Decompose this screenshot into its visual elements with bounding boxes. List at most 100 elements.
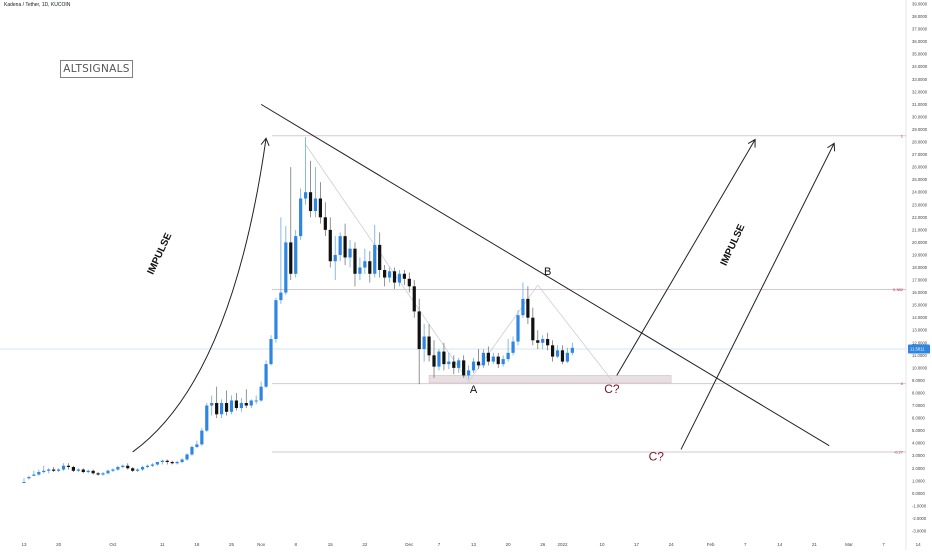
- candle[interactable]: [27, 477, 31, 479]
- candle[interactable]: [160, 460, 164, 462]
- candle[interactable]: [155, 461, 159, 465]
- candle[interactable]: [491, 356, 495, 362]
- candle[interactable]: [526, 298, 530, 318]
- candle[interactable]: [313, 198, 318, 212]
- candle[interactable]: [32, 474, 36, 476]
- candle[interactable]: [397, 273, 402, 283]
- candle[interactable]: [131, 468, 135, 471]
- candle[interactable]: [284, 242, 288, 293]
- candle[interactable]: [150, 464, 155, 466]
- candle[interactable]: [299, 198, 303, 237]
- candle[interactable]: [106, 470, 110, 474]
- candle[interactable]: [531, 317, 535, 341]
- candle[interactable]: [328, 229, 332, 262]
- candle[interactable]: [229, 400, 234, 412]
- candle[interactable]: [215, 403, 219, 415]
- candle[interactable]: [220, 403, 224, 415]
- candle[interactable]: [536, 340, 540, 343]
- candle[interactable]: [274, 300, 278, 340]
- candle[interactable]: [66, 465, 71, 468]
- candle[interactable]: [96, 473, 100, 475]
- candle[interactable]: [254, 400, 258, 402]
- candle[interactable]: [486, 352, 490, 362]
- candle[interactable]: [427, 336, 431, 356]
- candle[interactable]: [452, 361, 456, 368]
- candle[interactable]: [368, 261, 372, 274]
- candle[interactable]: [91, 470, 95, 474]
- candle[interactable]: [269, 339, 273, 365]
- candle[interactable]: [348, 248, 352, 258]
- candle[interactable]: [308, 192, 313, 212]
- candle[interactable]: [422, 336, 426, 350]
- candle[interactable]: [353, 248, 357, 274]
- candle[interactable]: [555, 350, 560, 357]
- candle[interactable]: [81, 469, 85, 473]
- candle[interactable]: [521, 298, 525, 316]
- candle[interactable]: [42, 470, 46, 473]
- candle[interactable]: [37, 472, 41, 475]
- candle[interactable]: [412, 286, 416, 312]
- candle[interactable]: [565, 352, 569, 362]
- candle[interactable]: [338, 236, 342, 255]
- candle[interactable]: [185, 454, 189, 460]
- candle[interactable]: [506, 352, 510, 360]
- candle[interactable]: [501, 359, 505, 365]
- candle[interactable]: [462, 360, 466, 376]
- candle[interactable]: [126, 465, 130, 469]
- candle[interactable]: [47, 469, 51, 471]
- candle[interactable]: [170, 461, 174, 464]
- candle[interactable]: [101, 473, 105, 475]
- candle[interactable]: [289, 242, 293, 274]
- candle[interactable]: [175, 461, 179, 464]
- candle[interactable]: [570, 347, 574, 353]
- candle[interactable]: [224, 403, 229, 412]
- candle[interactable]: [541, 339, 545, 343]
- candle[interactable]: [516, 315, 520, 342]
- candle[interactable]: [560, 350, 565, 362]
- candle[interactable]: [471, 361, 476, 371]
- candle[interactable]: [294, 236, 298, 274]
- candle[interactable]: [76, 469, 80, 471]
- candle[interactable]: [195, 444, 199, 447]
- candle[interactable]: [343, 236, 347, 258]
- candle[interactable]: [234, 400, 239, 409]
- candle[interactable]: [407, 278, 411, 287]
- candle[interactable]: [303, 192, 308, 199]
- candle[interactable]: [358, 267, 362, 274]
- candle[interactable]: [205, 405, 209, 431]
- candle[interactable]: [86, 470, 90, 473]
- candle[interactable]: [239, 403, 243, 409]
- candle[interactable]: [145, 465, 150, 468]
- candle[interactable]: [264, 364, 268, 387]
- candle[interactable]: [116, 467, 120, 470]
- candle[interactable]: [210, 403, 214, 406]
- candle[interactable]: [442, 351, 446, 365]
- candle[interactable]: [318, 198, 322, 218]
- candle[interactable]: [61, 465, 66, 470]
- candle[interactable]: [417, 311, 421, 350]
- candle[interactable]: [52, 469, 56, 471]
- candle[interactable]: [511, 341, 515, 353]
- candle[interactable]: [190, 446, 194, 455]
- candle[interactable]: [165, 460, 169, 462]
- candle[interactable]: [22, 482, 26, 484]
- candle[interactable]: [259, 386, 263, 401]
- candle[interactable]: [111, 469, 115, 471]
- candle[interactable]: [323, 217, 327, 230]
- candle[interactable]: [387, 271, 392, 278]
- candle[interactable]: [392, 271, 397, 283]
- candle[interactable]: [140, 467, 145, 470]
- candle[interactable]: [550, 345, 555, 357]
- candle[interactable]: [402, 273, 406, 279]
- candle[interactable]: [200, 430, 204, 445]
- candle[interactable]: [121, 465, 125, 468]
- candle[interactable]: [546, 339, 550, 346]
- candle[interactable]: [457, 360, 461, 368]
- candle[interactable]: [249, 400, 253, 406]
- candle[interactable]: [467, 370, 471, 376]
- candle[interactable]: [373, 244, 377, 274]
- candle[interactable]: [71, 467, 75, 471]
- candle[interactable]: [363, 261, 367, 268]
